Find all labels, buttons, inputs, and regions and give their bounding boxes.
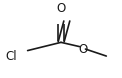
- Text: O: O: [78, 43, 88, 56]
- Text: Cl: Cl: [5, 50, 17, 63]
- Text: O: O: [56, 2, 66, 15]
